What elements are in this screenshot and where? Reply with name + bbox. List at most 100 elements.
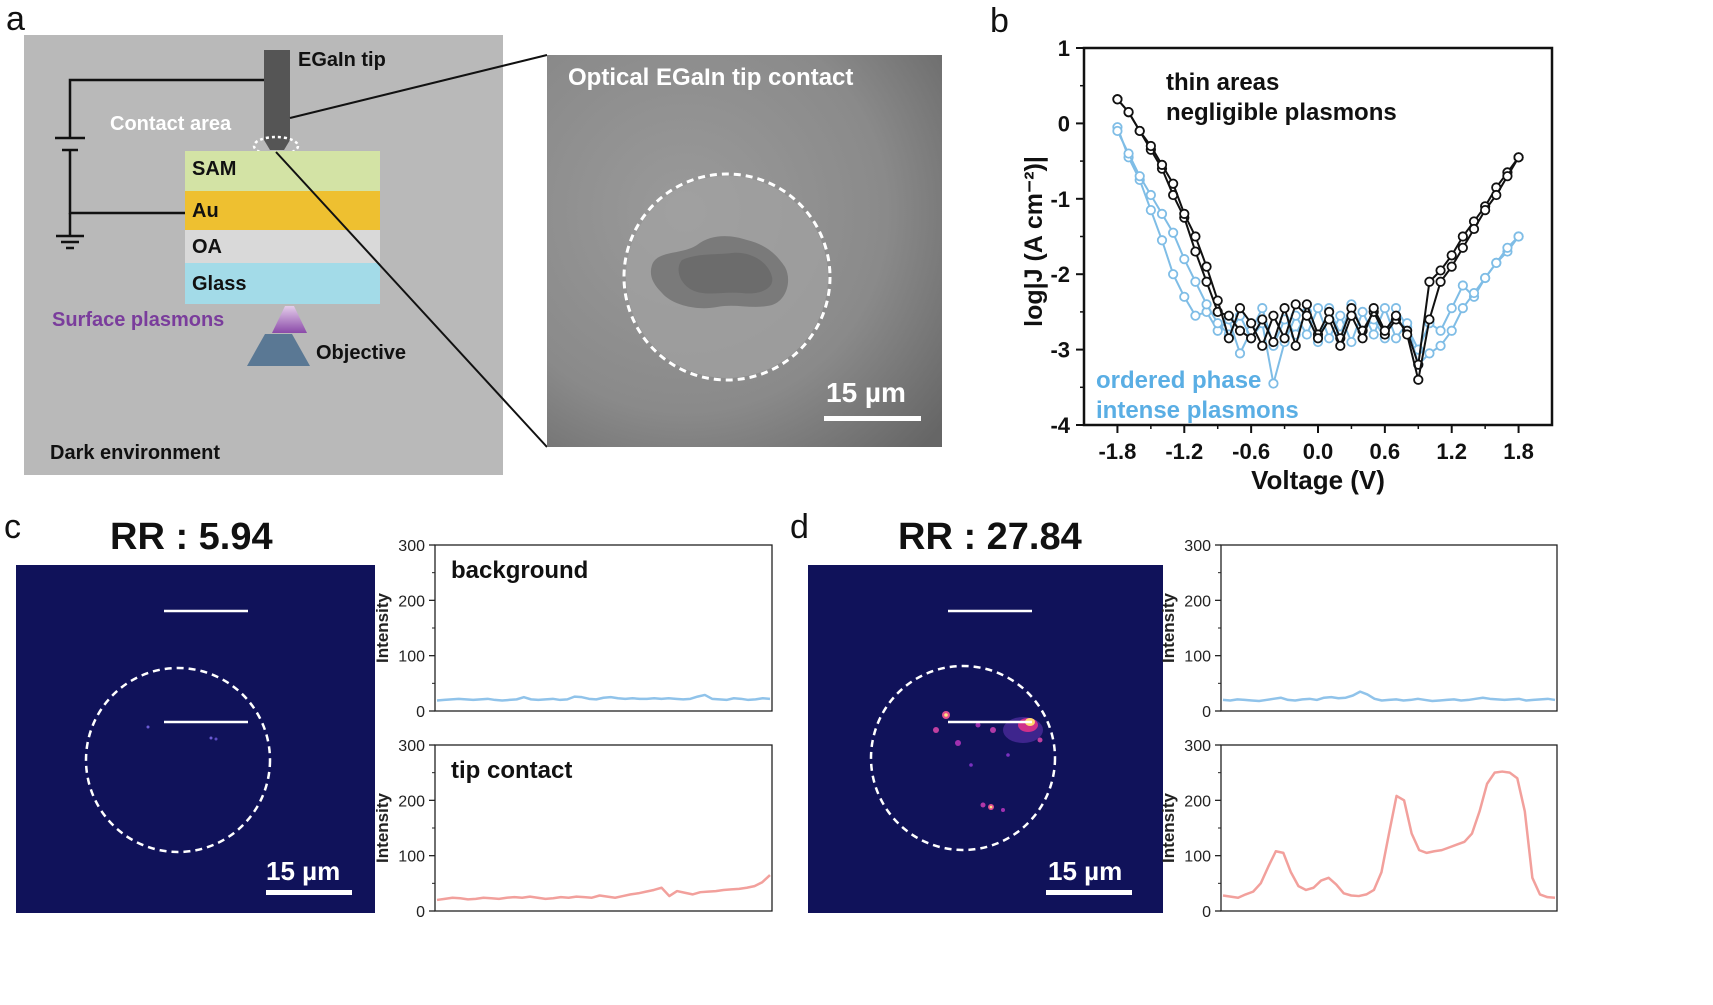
data-point bbox=[1435, 265, 1446, 276]
data-point bbox=[1268, 378, 1279, 389]
data-point bbox=[1457, 280, 1468, 291]
data-point bbox=[1312, 333, 1324, 344]
y-tick-label: 0 bbox=[1058, 111, 1070, 136]
wire-top bbox=[68, 78, 265, 138]
y-tick-label: 300 bbox=[398, 538, 425, 555]
data-point bbox=[1446, 303, 1457, 314]
y-tick-label: 100 bbox=[1184, 649, 1211, 666]
intensity-line bbox=[1222, 770, 1556, 899]
data-point bbox=[1502, 242, 1513, 253]
data-point bbox=[1468, 287, 1480, 299]
data-point bbox=[1435, 340, 1446, 351]
data-point bbox=[1290, 340, 1301, 351]
x-tick-label: 1.8 bbox=[1503, 439, 1534, 464]
data-point bbox=[1324, 314, 1335, 325]
data-point bbox=[1168, 227, 1179, 238]
data-point bbox=[1379, 325, 1390, 336]
data-point bbox=[1190, 246, 1201, 257]
y-tick-label: -3 bbox=[1050, 338, 1070, 363]
data-point bbox=[1335, 340, 1346, 351]
x-tick-label: -1.8 bbox=[1098, 439, 1136, 464]
data-point bbox=[1502, 171, 1513, 182]
layer-glass-label: Glass bbox=[192, 273, 247, 295]
data-point bbox=[1457, 242, 1468, 253]
data-point bbox=[1390, 333, 1402, 344]
data-point bbox=[1257, 303, 1268, 314]
chart-annotation: tip contact bbox=[451, 757, 572, 784]
data-point bbox=[1223, 333, 1234, 344]
optical-scalebar-label: 15 µm bbox=[826, 377, 906, 408]
y-tick-label: 100 bbox=[1184, 849, 1211, 866]
data-point bbox=[1435, 276, 1446, 287]
data-point bbox=[1234, 348, 1246, 359]
rr-label-c: RR : 5.94 bbox=[110, 516, 273, 558]
data-point bbox=[1435, 325, 1446, 336]
y-tick-label: 100 bbox=[398, 649, 425, 666]
x-tick-label: -1.2 bbox=[1165, 439, 1203, 464]
y-axis-label: Intensity bbox=[1159, 793, 1178, 863]
data-point bbox=[1145, 140, 1156, 152]
zoom-line-bottom bbox=[275, 151, 548, 448]
contact-outline bbox=[622, 172, 832, 382]
data-point bbox=[1168, 269, 1179, 280]
contact-outline bbox=[869, 664, 1057, 852]
layer-sam-label: SAM bbox=[192, 158, 237, 180]
data-point bbox=[1179, 291, 1190, 302]
objective-label: Objective bbox=[316, 342, 407, 364]
y-tick-label: 200 bbox=[398, 793, 425, 810]
data-point bbox=[1257, 340, 1268, 351]
fluorescence-image-c bbox=[16, 565, 375, 913]
data-point bbox=[1123, 148, 1134, 159]
data-point bbox=[1357, 333, 1368, 344]
data-point bbox=[1201, 299, 1212, 310]
y-axis-label: Intensity bbox=[1159, 593, 1178, 663]
spot bbox=[214, 737, 218, 741]
scalebar-d bbox=[1046, 890, 1132, 895]
layer-glass bbox=[185, 263, 380, 304]
data-point bbox=[1179, 208, 1190, 219]
y-tick-label: 100 bbox=[398, 849, 425, 866]
data-point bbox=[1301, 299, 1312, 310]
data-point bbox=[1123, 106, 1134, 118]
y-axis-label: log|J (A cm⁻²)| bbox=[1020, 156, 1048, 327]
data-point bbox=[1212, 295, 1223, 306]
data-point bbox=[1346, 310, 1357, 321]
chart-annotation: background bbox=[451, 557, 588, 584]
data-point bbox=[1346, 336, 1357, 348]
data-point bbox=[1402, 329, 1413, 340]
data-point bbox=[1156, 208, 1168, 219]
contact-outline bbox=[84, 666, 272, 854]
y-tick-label: 200 bbox=[1184, 793, 1211, 810]
data-point bbox=[1480, 272, 1491, 284]
image-background bbox=[16, 565, 375, 913]
contact-area-label: Contact area bbox=[110, 113, 232, 135]
y-tick-label: 300 bbox=[1184, 738, 1211, 755]
data-point bbox=[1156, 159, 1168, 170]
data-point bbox=[1112, 125, 1123, 137]
y-tick-label: 300 bbox=[1184, 538, 1211, 555]
data-point bbox=[1279, 303, 1290, 314]
plasmon-label: Surface plasmons bbox=[52, 309, 225, 331]
y-tick-label: 0 bbox=[1202, 904, 1211, 921]
data-point bbox=[1168, 178, 1179, 189]
data-point bbox=[1112, 94, 1123, 105]
chart-annotation: thin areas bbox=[1166, 69, 1279, 96]
data-point bbox=[1424, 276, 1435, 287]
intensity-line bbox=[436, 874, 771, 902]
egain-tip bbox=[264, 50, 290, 150]
environment-label: Dark environment bbox=[50, 442, 221, 464]
data-point bbox=[1513, 152, 1524, 163]
data-point bbox=[1513, 231, 1524, 242]
plot-frame bbox=[434, 544, 773, 712]
data-point bbox=[1279, 333, 1290, 344]
data-point bbox=[1301, 310, 1312, 321]
data-point bbox=[1301, 329, 1312, 340]
data-point bbox=[1134, 125, 1145, 137]
data-point bbox=[1234, 303, 1246, 314]
data-point bbox=[1446, 325, 1457, 336]
data-point bbox=[1457, 303, 1468, 314]
y-tick-label: 300 bbox=[398, 738, 425, 755]
data-point bbox=[1223, 310, 1234, 321]
panel-label-a: a bbox=[6, 0, 25, 38]
